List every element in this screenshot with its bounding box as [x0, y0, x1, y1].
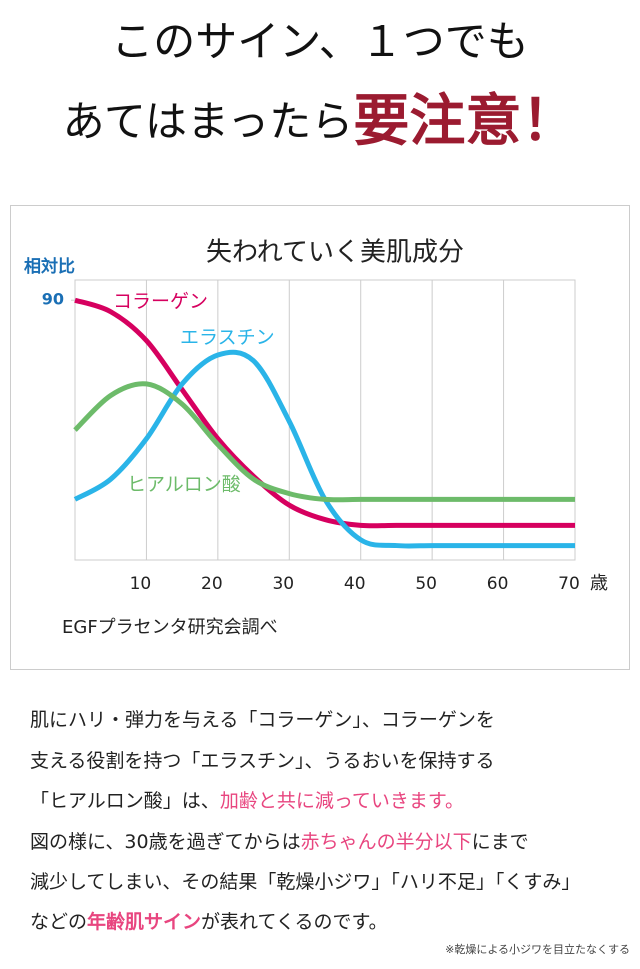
body-line: 肌にハリ・弾力を与える「コラーゲン」、コラーゲンを — [30, 709, 495, 731]
body-line: 減少してしまい、その結果「乾燥小ジワ」「ハリ不足」「くすみ」 — [30, 871, 580, 893]
headline: あてはまったら要注意！ — [63, 88, 578, 154]
text: にまで — [472, 831, 529, 853]
x-tick-label: 40 — [344, 574, 366, 594]
headline-text: あてはまったら — [63, 97, 354, 146]
chart-title: 失われていく美肌成分 — [206, 238, 464, 268]
series-label: エラスチン — [180, 327, 275, 349]
text: 図の様に、30歳を過ぎてからは — [30, 831, 301, 853]
source: EGFプラセンタ研究会調べ — [62, 617, 278, 638]
chart: 失われていく美肌成分 相対比 歳 EGFプラセンタ研究会調べ 10 20 30 40 5… — [24, 238, 608, 639]
x-tick-label: 70 — [558, 574, 580, 594]
line-series — [74, 297, 575, 529]
text: 肌にハリ・弾力を与える「コラーゲン」、コラーゲンを — [30, 709, 495, 731]
x-tick-label: 10 — [130, 574, 152, 594]
text: 支える役割を持つ「エラスチン」、うるおいを保持する — [30, 750, 495, 772]
highlight: 年齢肌サイン — [87, 910, 201, 933]
y-axis-label: 相対比 — [24, 256, 75, 277]
line-series — [73, 349, 575, 549]
series-label: コラーゲン — [113, 291, 208, 313]
x-tick-label: 50 — [415, 574, 437, 594]
headline: このサイン、１つでも — [111, 17, 528, 66]
body-line: 「ヒアルロン酸」は、加齢と共に減っていきます。 — [30, 790, 464, 812]
body-line: 支える役割を持つ「エラスチン」、うるおいを保持する — [30, 750, 495, 772]
text: 減少してしまい、その結果「乾燥小ジワ」「ハリ不足」「くすみ」 — [30, 871, 580, 893]
y-tick-label: 90 — [42, 290, 64, 309]
highlight: 加齢と共に減っていきます。 — [220, 790, 464, 812]
text: 「ヒアルロン酸」は、 — [30, 790, 220, 812]
footnote: ※乾燥による小ジワを目立たなくする — [445, 942, 630, 956]
x-axis-label: 歳 — [590, 573, 608, 594]
x-tick-label: 20 — [201, 574, 223, 594]
highlight: 赤ちゃんの半分以下 — [301, 831, 472, 853]
series-label: ヒアルロン酸 — [127, 474, 241, 496]
headline-emphasis: 要注意！ — [353, 88, 577, 154]
x-tick-label: 60 — [487, 574, 509, 594]
text: が表れてくるのです。 — [201, 911, 388, 933]
body-line: などの年齢肌サインが表れてくるのです。 — [30, 910, 388, 933]
line-series — [73, 381, 575, 503]
x-tick-label: 30 — [272, 574, 294, 594]
chart-frame — [10, 205, 630, 670]
body-line: 図の様に、30歳を過ぎてからは赤ちゃんの半分以下にまで — [30, 831, 529, 853]
text: などの — [30, 911, 87, 933]
